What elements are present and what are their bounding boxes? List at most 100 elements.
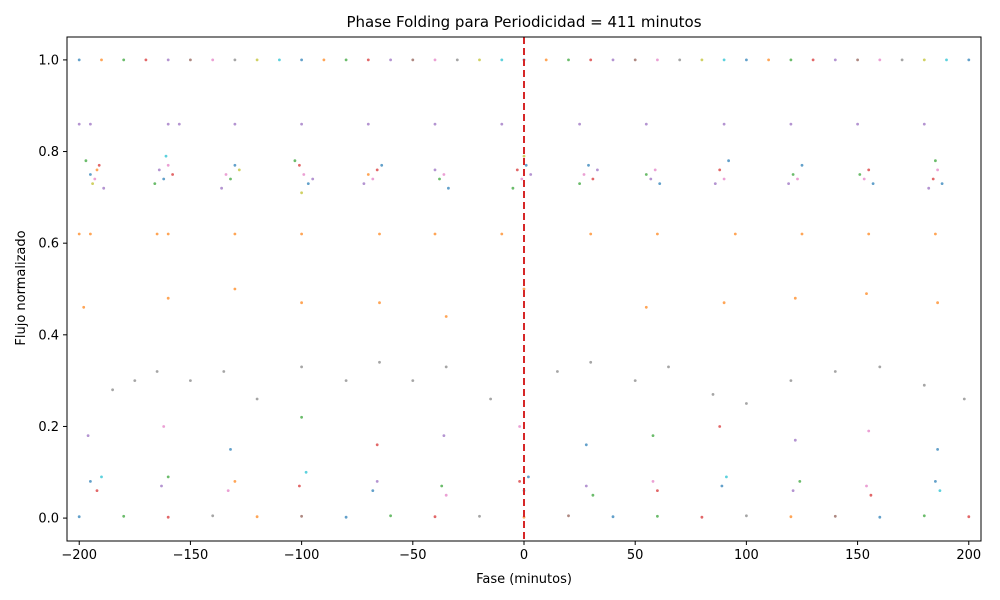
data-point [653,168,657,172]
data-point [233,163,237,167]
data-point [791,173,795,176]
data-point [378,301,381,305]
data-point [300,415,303,419]
data-point [478,58,481,62]
data-point [713,182,717,186]
data-point [651,434,655,437]
data-point [211,514,215,518]
x-axis-ticks: −200 −150 −100 −50 0 50 100 150 200 [61,541,981,563]
data-point [578,182,581,186]
data-point [300,301,303,305]
data-point [649,177,653,181]
data-point [82,305,86,309]
data-point [633,379,637,382]
data-point [700,515,704,519]
data-point [656,514,659,518]
data-point [122,514,126,518]
data-point [233,232,237,236]
data-point [856,58,859,62]
data-point [226,489,230,492]
data-point [567,58,570,62]
data-point [155,370,159,373]
data-point [442,173,446,176]
data-point [518,425,521,428]
data-point [166,515,170,519]
data-point [789,515,793,519]
data-point [587,163,590,167]
data-point [878,58,882,62]
data-point [518,480,521,483]
data-point [865,484,868,488]
data-point [500,232,504,236]
data-point [833,58,837,62]
y-tick-label: 0.0 [38,512,59,527]
data-point [787,182,790,186]
data-point [862,177,866,181]
data-point [300,232,303,236]
data-point [455,58,459,62]
data-point [922,514,926,518]
data-point [411,379,415,382]
data-point [444,315,448,318]
data-point [160,484,163,488]
data-point [366,122,370,126]
data-point [77,232,81,236]
data-point [718,168,722,172]
data-point [255,515,259,519]
data-point [967,515,971,519]
data-point [84,159,88,163]
data-point [89,232,92,236]
data-point [166,163,170,167]
data-point [584,443,588,447]
data-point [900,58,904,62]
data-point [591,177,595,181]
y-tick-label: 1.0 [38,53,59,68]
data-point [515,168,519,172]
data-point [789,58,793,62]
data-point [237,168,241,172]
data-point [940,182,944,186]
data-point [77,122,81,126]
data-point [789,122,793,126]
data-point [700,58,704,62]
data-point [556,370,559,373]
data-point [189,58,192,62]
data-point [378,360,381,364]
data-point [77,58,81,62]
data-point [77,515,81,519]
data-point [166,475,170,479]
data-point [111,388,114,392]
data-point [936,168,939,172]
data-point [233,287,237,291]
data-point [584,484,588,488]
data-point [378,232,381,236]
data-point [745,514,748,518]
data-point [89,480,92,483]
data-point [927,186,931,190]
data-point [97,163,101,167]
data-point [796,177,799,181]
data-point [871,182,875,186]
data-point [133,379,137,382]
data-point [611,58,615,62]
data-point [725,475,728,479]
data-point [95,168,99,172]
data-point [722,58,726,62]
data-point [144,58,148,62]
data-point [922,58,926,62]
data-point [878,365,882,369]
data-point [229,448,232,451]
data-point [298,163,301,167]
data-point [644,122,648,126]
data-point [442,434,446,437]
data-point [582,173,586,176]
data-point [444,493,448,497]
data-point [800,232,804,236]
data-point [478,514,481,518]
data-point [667,365,670,369]
data-point [153,182,157,186]
x-tick-label: 100 [734,548,759,563]
y-axis-ticks: 0.0 0.2 0.4 0.6 0.8 1.0 [38,53,67,527]
data-point [311,177,315,181]
data-point [656,489,659,492]
